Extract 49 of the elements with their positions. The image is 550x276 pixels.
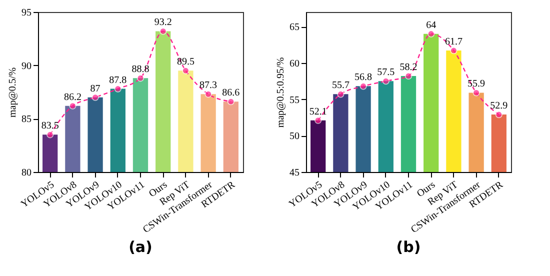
point	[404, 72, 412, 80]
y-tick-label: 45	[290, 168, 300, 178]
data-label: 86.6	[222, 88, 240, 99]
data-label: 93.2	[154, 17, 172, 28]
point	[136, 74, 144, 82]
y-axis-title: map@0.5/%	[8, 67, 18, 118]
point	[46, 131, 54, 138]
point	[450, 46, 458, 54]
point	[428, 30, 435, 38]
y-tick-label: 90	[22, 60, 32, 72]
y-tick-label: 65	[290, 22, 300, 34]
data-label: 87.3	[200, 80, 218, 92]
point	[182, 67, 190, 74]
y-tick-label: 80	[22, 168, 32, 178]
data-label: 58.2	[400, 62, 418, 73]
point	[160, 28, 167, 35]
data-label: 83.5	[41, 120, 59, 132]
y-tick-label: 60	[290, 58, 300, 70]
y-tick-label: 50	[290, 131, 300, 142]
point	[92, 94, 99, 101]
point	[314, 116, 322, 124]
y-tick-label: 55	[290, 94, 300, 106]
data-label: 52.9	[490, 100, 508, 112]
point	[337, 90, 344, 98]
text: (b)	[396, 238, 421, 256]
data-label: 56.8	[354, 72, 372, 84]
point	[204, 90, 212, 98]
data-label: 87.8	[109, 74, 127, 86]
point	[69, 102, 76, 110]
point	[495, 110, 502, 118]
y-tick-label: 95	[22, 8, 32, 18]
data-label: 52.1	[309, 106, 327, 118]
data-label: 89.5	[176, 56, 194, 68]
data-label: 64	[426, 20, 436, 31]
data-label: 86.2	[64, 92, 82, 103]
point	[360, 82, 367, 90]
point	[472, 89, 480, 96]
y-axis-title: map@0.5:0.95/%	[276, 57, 286, 128]
point	[227, 98, 234, 106]
data-label: 61.7	[444, 36, 462, 48]
point	[114, 85, 122, 92]
data-label: 87	[90, 83, 100, 94]
point	[382, 78, 390, 85]
data-label: 88.8	[132, 64, 150, 76]
data-label: 55.7	[332, 80, 350, 92]
data-label: 55.9	[468, 78, 486, 90]
text: (a)	[128, 238, 152, 256]
data-label: 57.5	[377, 67, 395, 78]
y-tick-label: 85	[22, 114, 32, 126]
